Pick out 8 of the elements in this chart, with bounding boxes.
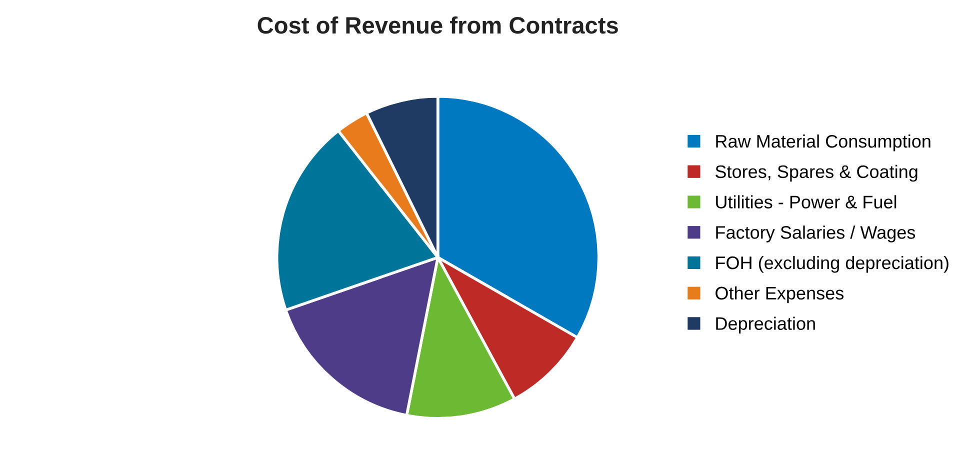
chart-title: Cost of Revenue from Contracts	[258, 16, 618, 34]
legend-label: Other Expenses	[716, 286, 844, 304]
legend-label: FOH (excluding depreciation)	[716, 256, 948, 273]
legend-label: Utilities - Power & Fuel	[716, 195, 896, 208]
legend-label: Factory Salaries / Wages	[716, 226, 916, 242]
legend-label: Depreciation	[716, 316, 815, 334]
legend-label: Stores, Spares & Coating	[716, 164, 918, 182]
legend-label: Raw Material Consumption	[716, 134, 930, 152]
